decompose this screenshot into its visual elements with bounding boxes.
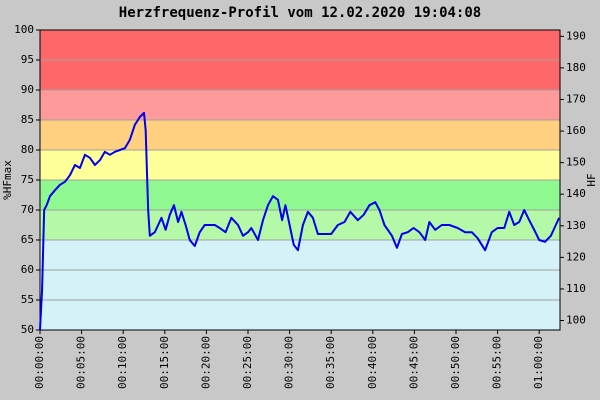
x-tick-label: 00:35:00: [324, 336, 337, 389]
chart-title: Herzfrequenz-Profil vom 12.02.2020 19:04…: [119, 5, 481, 21]
x-tick-label: 00:25:00: [241, 336, 254, 389]
y2-tick-label: 190: [566, 29, 586, 42]
x-tick-label: 00:40:00: [366, 336, 379, 389]
y-tick-label: 50: [21, 323, 34, 336]
zone-band: [40, 90, 560, 120]
x-tick-label: 00:50:00: [449, 336, 462, 389]
zone-band: [40, 120, 560, 150]
x-tick-label: 00:30:00: [283, 336, 296, 389]
y2-tick-label: 140: [566, 187, 586, 200]
y2-axis-label: HF: [585, 173, 598, 186]
y-tick-label: 80: [21, 143, 34, 156]
x-tick-label: 00:20:00: [199, 336, 212, 389]
y2-tick-label: 120: [566, 250, 586, 263]
y-tick-label: 85: [21, 113, 34, 126]
plot-border: [39, 29, 561, 331]
y-axis-label: %HFmax: [1, 160, 14, 200]
y-tick-label: 75: [21, 173, 34, 186]
zone-band: [40, 240, 560, 330]
x-tick-label: 00:45:00: [407, 336, 420, 389]
x-tick-label: 00:00:00: [33, 336, 46, 389]
y-tick-label: 100: [14, 23, 34, 36]
x-tick-label: 00:05:00: [75, 336, 88, 389]
y2-tick-label: 100: [566, 314, 586, 327]
y2-tick-label: 110: [566, 282, 586, 295]
zone-band: [40, 150, 560, 180]
y2-tick-label: 130: [566, 219, 586, 232]
y-tick-label: 70: [21, 203, 34, 216]
x-tick-label: 00:55:00: [491, 336, 504, 389]
y2-tick-label: 150: [566, 156, 586, 169]
x-tick-label: 01:00:00: [532, 336, 545, 389]
x-tick-label: 00:10:00: [116, 336, 129, 389]
y-tick-label: 55: [21, 293, 34, 306]
y-tick-label: 60: [21, 263, 34, 276]
y2-tick-label: 160: [566, 124, 586, 137]
y-tick-label: 90: [21, 83, 34, 96]
zone-band: [40, 180, 560, 210]
heart-rate-line: [39, 111, 561, 331]
y2-tick-label: 170: [566, 92, 586, 105]
y2-tick-label: 180: [566, 61, 586, 74]
x-tick-label: 00:15:00: [158, 336, 171, 389]
y-tick-label: 65: [21, 233, 34, 246]
y-tick-label: 95: [21, 53, 34, 66]
